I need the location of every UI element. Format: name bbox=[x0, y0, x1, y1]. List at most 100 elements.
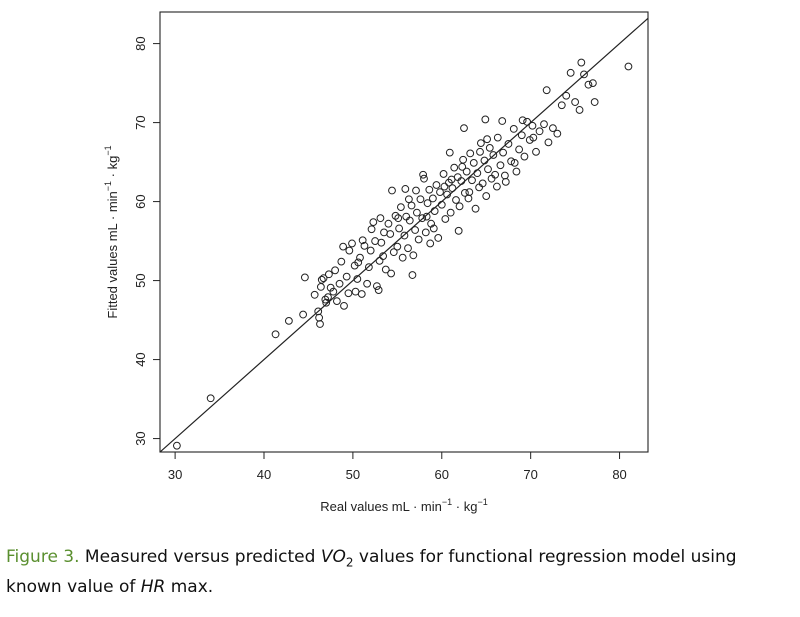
data-point bbox=[548, 124, 557, 133]
data-point bbox=[342, 272, 351, 281]
plot-frame bbox=[159, 11, 649, 453]
figure-label: Figure 3. bbox=[6, 547, 80, 567]
data-point bbox=[345, 246, 354, 255]
data-point bbox=[460, 124, 468, 133]
y-tick-label: 40 bbox=[133, 352, 148, 366]
data-point bbox=[504, 140, 513, 148]
data-point bbox=[447, 175, 456, 184]
data-point bbox=[432, 181, 441, 189]
data-point bbox=[310, 290, 319, 299]
data-point bbox=[473, 169, 482, 178]
data-point bbox=[418, 214, 427, 223]
data-point bbox=[428, 194, 437, 203]
data-point bbox=[364, 263, 373, 272]
data-point bbox=[450, 163, 459, 172]
data-point bbox=[476, 147, 484, 156]
data-point bbox=[471, 204, 480, 213]
data-point bbox=[553, 129, 562, 138]
data-point bbox=[575, 106, 584, 114]
data-point bbox=[363, 279, 372, 288]
data-point bbox=[409, 251, 418, 260]
data-point bbox=[393, 242, 402, 251]
data-point bbox=[420, 174, 428, 183]
data-point bbox=[430, 207, 439, 215]
data-point bbox=[411, 226, 420, 234]
data-point bbox=[441, 215, 450, 223]
data-point bbox=[458, 162, 467, 171]
data-point bbox=[344, 289, 353, 298]
data-point bbox=[434, 234, 443, 242]
data-point bbox=[501, 177, 510, 186]
data-point bbox=[340, 301, 348, 310]
data-point bbox=[454, 226, 463, 235]
data-point bbox=[517, 131, 526, 140]
data-point bbox=[482, 192, 491, 200]
data-point bbox=[571, 98, 580, 106]
data-point bbox=[360, 241, 369, 250]
data-point bbox=[480, 156, 489, 165]
data-point bbox=[492, 182, 501, 191]
data-point bbox=[407, 201, 416, 210]
data-point bbox=[321, 295, 330, 304]
data-point bbox=[478, 179, 487, 188]
data-point bbox=[396, 203, 405, 212]
data-point bbox=[374, 286, 383, 294]
data-point bbox=[422, 212, 431, 221]
data-point bbox=[459, 155, 468, 164]
figure-caption: Figure 3. Measured versus predicted VO2 … bbox=[6, 545, 786, 600]
data-point bbox=[348, 239, 356, 248]
data-point bbox=[381, 265, 390, 274]
data-point bbox=[398, 253, 407, 262]
data-point bbox=[386, 230, 395, 238]
data-point bbox=[493, 133, 502, 142]
data-point bbox=[380, 228, 388, 237]
x-tick-label: 70 bbox=[523, 467, 537, 482]
data-point bbox=[416, 195, 425, 204]
data-point bbox=[379, 252, 388, 260]
y-tick-label: 80 bbox=[133, 36, 148, 50]
data-point bbox=[354, 258, 363, 267]
data-point bbox=[366, 246, 375, 255]
caption-variable-hr: HR bbox=[140, 577, 166, 598]
data-point bbox=[588, 79, 597, 87]
y-axis: 30 40 50 60 70 80 bbox=[133, 36, 160, 446]
caption-variable-vo: VO bbox=[320, 547, 346, 567]
data-point bbox=[339, 242, 348, 251]
data-point bbox=[300, 273, 309, 282]
data-point bbox=[426, 239, 435, 248]
x-tick-label: 30 bbox=[168, 467, 182, 482]
data-point bbox=[540, 120, 548, 129]
data-point bbox=[351, 287, 360, 296]
data-point bbox=[316, 283, 325, 291]
data-point bbox=[483, 135, 492, 144]
data-point bbox=[481, 115, 490, 124]
data-point bbox=[335, 279, 344, 288]
y-tick-label: 50 bbox=[133, 273, 148, 287]
data-point bbox=[491, 170, 500, 179]
data-point bbox=[332, 297, 341, 306]
data-point bbox=[532, 147, 540, 156]
data-point bbox=[460, 188, 469, 197]
data-point bbox=[542, 86, 551, 95]
x-axis: 30 40 50 60 70 80 bbox=[168, 452, 627, 482]
y-tick-label: 60 bbox=[133, 194, 148, 208]
data-point bbox=[457, 177, 466, 185]
data-point bbox=[445, 148, 454, 157]
data-point bbox=[375, 256, 384, 265]
data-point bbox=[172, 441, 181, 450]
data-point bbox=[562, 91, 571, 100]
caption-subscript: 2 bbox=[345, 555, 354, 570]
data-point bbox=[206, 394, 215, 403]
y-axis-title: Fitted values mL · min−1 · kg−1 bbox=[103, 145, 120, 318]
data-point bbox=[405, 216, 414, 225]
data-point bbox=[326, 283, 335, 292]
data-point bbox=[391, 211, 400, 220]
data-point bbox=[439, 170, 448, 178]
data-point bbox=[584, 80, 593, 89]
data-point bbox=[315, 313, 324, 322]
data-point bbox=[468, 176, 476, 185]
data-point bbox=[528, 121, 537, 130]
caption-text-part: values for functional regression model u… bbox=[6, 547, 737, 598]
data-point bbox=[436, 188, 444, 197]
data-point bbox=[384, 219, 393, 228]
